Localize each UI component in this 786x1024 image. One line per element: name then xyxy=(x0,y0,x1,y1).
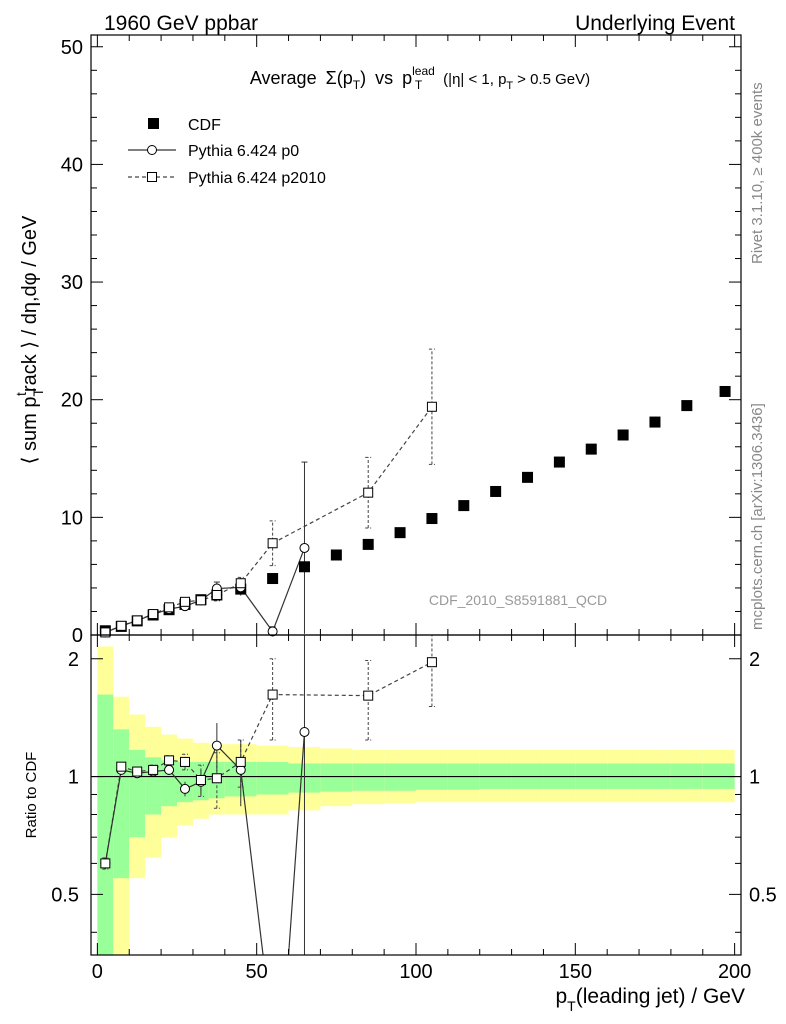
main-y-tick-label: 50 xyxy=(61,37,83,59)
p2010-point xyxy=(179,596,190,607)
inner-band-bin xyxy=(129,749,146,838)
ratio-p0-line xyxy=(287,731,306,956)
p2010-point xyxy=(100,627,111,638)
legend-p0-label: Pythia 6.424 p0 xyxy=(188,143,299,160)
ratio-panel: 0.5 0.51 12 2 0 50 100 150 200 Ratio to CDF pT(… xyxy=(23,35,777,1014)
ratio-y-tick-label: 1 xyxy=(68,767,79,789)
cdf-point xyxy=(362,538,374,550)
cdf-point xyxy=(585,443,597,455)
p2010-point xyxy=(132,615,143,626)
p2010-line xyxy=(105,406,433,633)
main-y-axis-label: ⟨ sum pTtrack ⟩ / dη,dφ / GeV xyxy=(13,215,46,464)
main-y-tick-label: 30 xyxy=(61,272,83,294)
chart-title: Average Σ(pT) vs plead T (|η| < 1, pT > 0.… xyxy=(250,64,590,93)
ratio-p2010-point xyxy=(235,756,246,767)
ratio-p2010-point xyxy=(132,766,143,777)
p2010-point xyxy=(235,578,246,589)
legend-cdf-marker xyxy=(148,118,159,129)
p2010-point xyxy=(363,487,374,498)
ratio-y-tick-label: 2 xyxy=(68,649,79,671)
p2010-point xyxy=(164,602,175,613)
ratio-p0-point xyxy=(211,740,222,751)
x-axis-label: pT(leading jet) / GeV xyxy=(555,985,745,1014)
ratio-y-tick-label-right: 2 xyxy=(749,649,760,671)
ratio-y-tick-label-right: 1 xyxy=(749,767,760,789)
legend-p2010-marker xyxy=(147,172,157,182)
main-panel: 0 10 20 30 40 50 CDF_2010_S8591881_QCD Averag… xyxy=(13,34,742,647)
ratio-p2010-point xyxy=(211,773,222,784)
process-label: Underlying Event xyxy=(575,12,735,35)
main-y-tick-label: 20 xyxy=(61,390,83,412)
cdf-point xyxy=(267,573,279,585)
legend-p2010-label: Pythia 6.424 p2010 xyxy=(188,170,326,187)
inner-band-bin xyxy=(256,761,289,795)
ratio-y-tick-label: 0.5 xyxy=(51,884,79,906)
cdf-point xyxy=(426,513,438,525)
rivet-label: Rivet 3.1.10, ≥ 400k events xyxy=(749,82,766,264)
ratio-p2010-point xyxy=(100,858,111,869)
x-tick-label: 50 xyxy=(246,961,268,983)
ratio-p0-point xyxy=(179,783,190,794)
cdf-point xyxy=(330,549,342,561)
x-tick-label: 150 xyxy=(559,961,592,983)
cdf-point xyxy=(553,456,565,468)
main-y-tick-label: 40 xyxy=(61,154,83,176)
ratio-p0-point xyxy=(164,764,175,775)
legend-cdf-label: CDF xyxy=(188,117,221,134)
x-tick-label: 0 xyxy=(92,961,103,983)
p2010-point xyxy=(116,620,127,631)
ratio-y-axis-label: Ratio to CDF xyxy=(23,752,40,839)
x-tick-label: 100 xyxy=(399,961,432,983)
legend-p0-marker xyxy=(147,145,157,155)
ratio-p2010-point xyxy=(148,764,159,775)
cdf-point xyxy=(522,471,534,483)
cdf-point xyxy=(458,500,470,512)
p2010-point xyxy=(426,401,437,412)
inner-band-bin xyxy=(320,763,353,792)
p0-point xyxy=(267,626,278,637)
p2010-point xyxy=(195,595,206,606)
p2010-point xyxy=(148,609,159,620)
cdf-point xyxy=(490,485,502,497)
main-marks xyxy=(99,348,731,638)
ratio-y-tick-label-right: 0.5 xyxy=(749,884,777,906)
cdf-point xyxy=(617,429,629,441)
cdf-point xyxy=(298,561,310,573)
x-ticks: 0 50 100 150 200 xyxy=(92,35,751,983)
analysis-watermark: CDF_2010_S8591881_QCD xyxy=(429,592,607,608)
cdf-point xyxy=(649,416,661,428)
cdf-point xyxy=(394,527,406,539)
main-y-tick-label: 0 xyxy=(72,625,83,647)
ratio-p2010-point xyxy=(195,774,206,785)
main-y-ticks: 0 10 20 30 40 50 xyxy=(61,37,741,647)
ratio-marks xyxy=(100,634,437,956)
inner-band-bin xyxy=(97,694,114,955)
ratio-p2010-point xyxy=(363,690,374,701)
ratio-p0-line xyxy=(104,744,264,956)
ratio-p2010-line xyxy=(104,661,433,864)
cdf-point xyxy=(719,385,731,397)
p0-point xyxy=(299,542,310,553)
cdf-point xyxy=(681,400,693,412)
legend: CDF Pythia 6.424 p0 Pythia 6.424 p2010 xyxy=(128,117,326,187)
ratio-p2010-point xyxy=(116,761,127,772)
ratio-y-ticks: 0.5 0.5 1 1 2 2 xyxy=(51,649,777,933)
ratio-p2010-point xyxy=(267,689,278,700)
ratio-p2010-point xyxy=(164,755,175,766)
energy-label: 1960 GeV ppbar xyxy=(104,12,258,35)
uncertainty-bands xyxy=(91,646,741,955)
mcplots-label: mcplots.cern.ch [arXiv:1306.3436] xyxy=(749,403,766,630)
p2010-point xyxy=(267,538,278,549)
ratio-p0-point xyxy=(299,726,310,737)
x-tick-label: 200 xyxy=(718,961,751,983)
ratio-p2010-point xyxy=(426,657,437,668)
main-y-tick-label: 10 xyxy=(61,507,83,529)
p2010-point xyxy=(211,590,222,600)
ratio-p2010-point xyxy=(179,756,190,767)
